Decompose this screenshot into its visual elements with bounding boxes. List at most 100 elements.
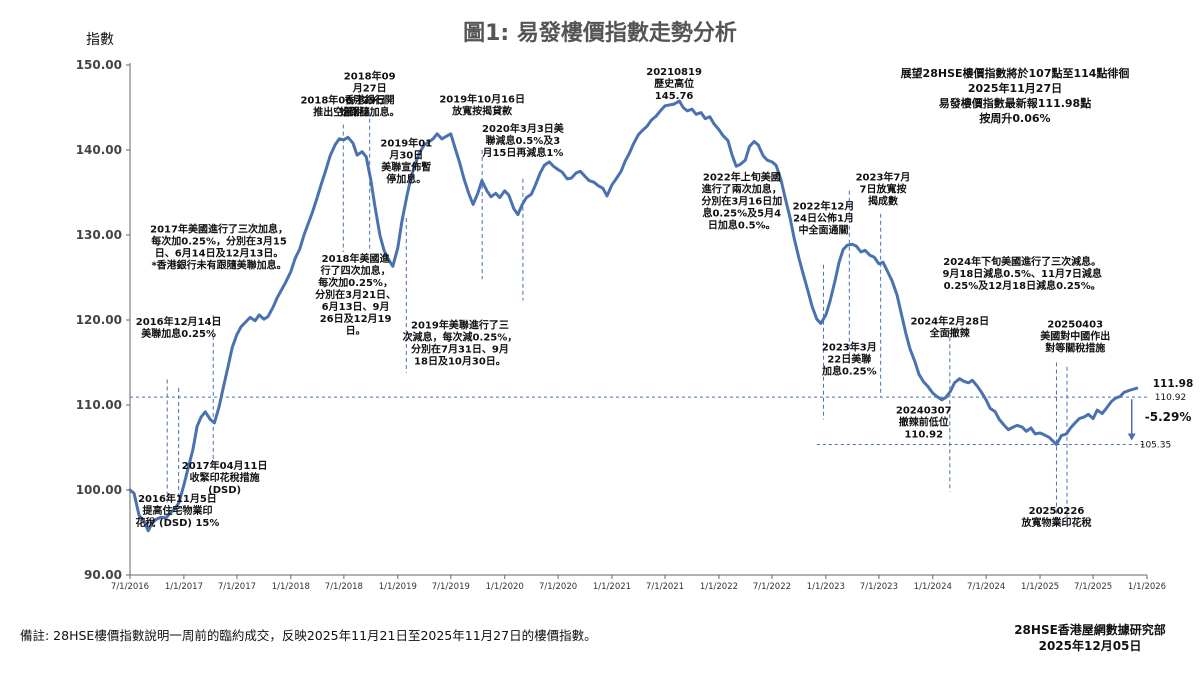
y-tick-label: 90.00: [84, 568, 122, 582]
annotation: 2019年10月16日放寬按揭貸款: [439, 92, 525, 117]
annotation-line: 2022年12月: [793, 200, 855, 213]
annotation-line: 停加息。: [386, 173, 426, 186]
annotation-line: 18日及10月30日。: [414, 356, 506, 368]
annotation-line: 2023年3月: [822, 341, 877, 354]
annotation-line: 推出空置稅。: [313, 105, 373, 118]
annotation-line: 24日公佈1月: [793, 212, 854, 225]
annotation-line: 2024年2月28日: [910, 314, 989, 327]
annotation: 2017年04月11日收緊印花稅措施(DSD): [182, 459, 268, 496]
annotation-line: 2019年10月16日: [439, 92, 525, 105]
annotation: 2019年美聯進行了三次減息，每次減0.25%，分別在7月31日、9月 18日及1…: [403, 319, 518, 368]
annotation-line: 全面撤辣: [929, 326, 971, 339]
x-tick-label: 1/1/2020: [486, 582, 524, 592]
top-right-note: 展望28HSE樓價指數將於107點至114點徘徊 2025年11月27日易發樓價指…: [900, 66, 1130, 125]
annotation: 2023年7月 7日放寬按揭成數: [856, 171, 911, 208]
annotation: 2018年09 月27日香港銀行開始跟隨加息。: [340, 69, 400, 118]
annotation-line: 分別在7月31日、9月: [411, 343, 509, 356]
chart-title: 圖1: 易發樓價指數走勢分析: [463, 20, 737, 46]
annotations: 2018年09 月27日香港銀行開始跟隨加息。2018年06月29日推出空置稅。 2…: [136, 67, 1111, 529]
drop-arrow-head: [1127, 433, 1136, 441]
x-tick-label: 1/1/2021: [593, 582, 631, 592]
y-tick-label: 120.00: [76, 313, 122, 327]
annotation-line: 日、6月14日及12月13日。: [155, 247, 284, 259]
annotation-line: 2017年04月11日: [182, 459, 268, 472]
annotation-line: (DSD): [208, 485, 241, 496]
annotation-line: 145.76: [655, 91, 694, 102]
annotation: 2024年2月28日全面撤辣: [910, 314, 989, 339]
annotation-line: 放寬物業印花稅: [1020, 516, 1091, 529]
ref-label-low: 105.35: [1140, 441, 1172, 451]
annotation-line: 2023年7月: [856, 171, 911, 184]
annotation-line: 日。: [346, 325, 366, 337]
y-tick-label: 150.00: [76, 58, 122, 72]
x-tick-label: 7/1/2024: [967, 582, 1005, 592]
footer-source: 28HSE香港屋網數據研究部: [1014, 622, 1166, 637]
annotation-line: 放寬按揭貸款: [451, 104, 513, 117]
annotation: 2022年上旬美國進行了兩次加息，分別在3月16日加息0.25%及5月4 日加息0…: [701, 171, 782, 232]
x-tick-label: 1/1/2026: [1128, 582, 1166, 592]
y-tick-label: 140.00: [76, 143, 122, 157]
x-tick-label: 7/1/2025: [1074, 582, 1112, 592]
annotation-line: 2016年12月14日: [136, 315, 222, 328]
annotation-line: 20250226: [1029, 506, 1085, 517]
annotation-line: 2019年美聯進行了三: [411, 319, 509, 332]
x-tick-label: 1/1/2022: [700, 582, 738, 592]
annotation-line: 花稅 (DSD) 15%: [136, 516, 220, 529]
annotation: 2016年12月14日美聯加息0.25%: [136, 315, 222, 340]
annotation-line: 2018年美國進: [322, 252, 391, 265]
y-tick-label: 100.00: [76, 483, 122, 497]
ref-label-high: 110.92: [1155, 393, 1187, 403]
annotation-line: 20250403: [1047, 320, 1103, 331]
annotation-line: 歷史高位: [654, 77, 694, 90]
annotation-line: 2018年06月29日: [300, 93, 386, 106]
annotation-line: 每次加0.25%，: [318, 276, 393, 289]
annotation-line: 分別在3月16日加: [701, 195, 782, 208]
x-tick-label: 1/1/2024: [914, 582, 952, 592]
x-tick-label: 7/1/2016: [111, 582, 149, 592]
annotation-line: 次減息，每次減0.25%，: [403, 331, 518, 344]
outlook-note-line: 按周升0.06%: [979, 111, 1050, 125]
annotation-line: 2022年上旬美國: [703, 171, 781, 184]
annotation: 2018年美國進行了四次加息，每次加0.25%，分別在3月21日、 6月13日、9…: [315, 252, 396, 337]
annotation: 2024年下旬美國進行了三次減息。 9月18日減息0.5%、11月7日減息 0.25…: [942, 255, 1101, 292]
annotation-line: 2018年09: [344, 69, 396, 82]
annotation-line: 2019年01: [380, 137, 432, 150]
x-tick-label: 7/1/2017: [218, 582, 256, 592]
annotation: 2017年美國進行了三次加息，每次加0.25%，分別在3月15 日、6月14日及1…: [150, 222, 288, 271]
annotation-line: 香港銀行開: [345, 93, 395, 106]
x-tick-label: 1/1/2017: [165, 582, 203, 592]
annotation: 2016年11月5日提高住宅物業印花稅 (DSD) 15%: [136, 492, 220, 529]
footer-date: 2025年12月05日: [1039, 638, 1142, 653]
x-tick-label: 1/1/2025: [1021, 582, 1059, 592]
x-tick-label: 1/1/2019: [379, 582, 417, 592]
y-axis-label: 指數: [86, 32, 114, 48]
annotation-line: 美聯宣佈暫: [381, 161, 431, 174]
outlook-note-line: 2025年11月27日: [968, 81, 1062, 95]
annotation-line: 110.92: [904, 430, 943, 441]
annotation-line: 26日及12月19: [320, 313, 392, 325]
annotation-line: 行了四次加息，: [320, 264, 391, 277]
y-tick-label: 130.00: [76, 228, 122, 242]
annotation-line: 月27日: [352, 82, 387, 94]
change-percent-label: -5.29%: [1145, 410, 1192, 424]
annotation-line: 日加息0.5%。: [708, 219, 776, 232]
y-tick-label: 110.00: [76, 398, 122, 412]
x-tick-label: 7/1/2023: [860, 582, 898, 592]
annotation-line: 美國對中國作出: [1040, 330, 1110, 343]
x-tick-label: 1/1/2018: [272, 582, 310, 592]
annotation: 20240307 撤辣前低位 110.92: [896, 406, 952, 441]
annotation-line: 息0.25%及5月4: [702, 207, 781, 220]
annotation: 20250403 美國對中國作出對等關稅措施: [1040, 320, 1110, 355]
x-tick-label: 7/1/2018: [325, 582, 363, 592]
x-tick-label: 1/1/2023: [807, 582, 845, 592]
annotation-line: 中全面通關: [799, 224, 849, 237]
annotation-line: 提高住宅物業印: [142, 504, 212, 517]
end-value-label: 111.98: [1153, 378, 1194, 390]
annotation-line: 9月18日減息0.5%、11月7日減息: [942, 267, 1101, 280]
annotation-line: 聯減息0.5%及3: [486, 134, 561, 147]
annotation-line: 2017年美國進行了三次加息，: [150, 222, 288, 235]
annotation-line: 揭成數: [868, 195, 898, 208]
outlook-note-line: 易發樓價指數最新報111.98點: [939, 96, 1091, 110]
